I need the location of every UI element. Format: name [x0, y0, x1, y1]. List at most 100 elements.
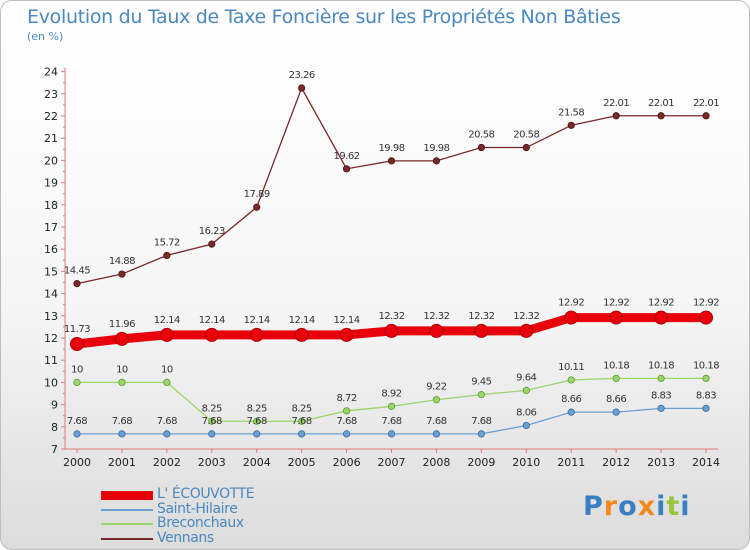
legend-swatch [101, 508, 153, 511]
data-point [70, 336, 84, 351]
data-point [429, 323, 444, 338]
data-label: 12.92 [558, 298, 584, 309]
y-tick-label: 17 [44, 221, 58, 234]
data-label: 7.68 [247, 416, 267, 427]
data-label: 22.01 [693, 98, 719, 109]
data-point [298, 417, 306, 425]
legend-label: Saint-Hilaire [157, 500, 238, 517]
x-tick-label: 2004 [243, 456, 271, 469]
data-point [118, 270, 126, 278]
data-label: 19.62 [334, 151, 360, 162]
data-point [477, 430, 485, 438]
x-tick-label: 2003 [198, 456, 226, 469]
logo-letter: i [656, 491, 667, 522]
data-point [73, 378, 81, 386]
x-tick-label: 2005 [288, 456, 316, 469]
data-label: 7.68 [67, 416, 87, 427]
data-label: 20.58 [468, 130, 494, 141]
y-tick-label: 21 [44, 132, 58, 145]
data-point [702, 404, 710, 412]
logo-letter: P [583, 491, 604, 522]
data-point [342, 430, 351, 438]
data-point [208, 240, 216, 248]
logo-letter: o [618, 491, 638, 522]
data-point [73, 280, 81, 288]
series-l-ecouvotte [70, 310, 714, 351]
data-label: 7.68 [157, 416, 177, 427]
data-point [522, 143, 530, 152]
data-point [612, 408, 620, 416]
data-point [657, 374, 665, 383]
data-point [384, 323, 399, 338]
data-label: 10.18 [693, 360, 719, 371]
logo-letter: x [637, 491, 657, 522]
data-label: 22.01 [603, 98, 629, 109]
data-label: 21.58 [558, 107, 584, 118]
data-label: 14.45 [64, 266, 90, 277]
chart-data-labels: 14.45 14.88 15.72 16.23 17.89 23.26 19.62 19.98… [64, 70, 720, 427]
data-label: 9.22 [426, 382, 446, 393]
data-label: 15.72 [154, 237, 180, 248]
data-point [159, 327, 174, 342]
y-tick-label: 18 [44, 199, 58, 212]
logo-letter: r [603, 491, 619, 522]
data-point [249, 327, 264, 342]
data-label: 12.32 [423, 311, 449, 322]
data-point [253, 203, 261, 211]
data-point [567, 121, 575, 129]
data-label: 8.66 [561, 394, 581, 405]
data-point [298, 84, 306, 92]
logo-letter: i [680, 491, 691, 522]
x-tick-label: 2001 [108, 456, 136, 469]
data-point [522, 421, 530, 430]
data-label: 19.98 [423, 143, 449, 154]
series-breconchaux [73, 374, 710, 425]
data-point [612, 374, 620, 383]
data-label: 12.14 [244, 315, 270, 326]
data-point [657, 404, 665, 412]
y-tick-label: 13 [44, 310, 58, 323]
data-label: 17.89 [244, 189, 270, 200]
data-label: 8.83 [651, 390, 671, 401]
data-label: 9.45 [471, 377, 491, 388]
data-point [163, 378, 171, 386]
data-point [342, 407, 351, 415]
data-label: 8.25 [292, 403, 312, 414]
data-label: 16.23 [199, 226, 225, 237]
data-label: 7.68 [292, 416, 312, 427]
labels-vennans: 14.45 14.88 15.72 16.23 17.89 23.26 19.62 19.98… [64, 70, 720, 277]
y-tick-label: 14 [44, 288, 58, 301]
y-tick-label: 16 [44, 243, 58, 256]
y-tick-label: 23 [44, 88, 58, 101]
data-point [432, 430, 441, 438]
data-point [118, 430, 126, 438]
chart-unit-label: (en %) [27, 30, 64, 43]
data-label: 7.68 [381, 416, 401, 427]
data-label: 12.14 [289, 315, 315, 326]
data-point [567, 376, 575, 384]
y-tick-label: 8 [51, 421, 58, 434]
data-point [432, 396, 441, 404]
data-point [657, 112, 665, 120]
series-line [76, 86, 707, 285]
data-label: 7.68 [112, 416, 132, 427]
data-label: 12.14 [154, 315, 180, 326]
y-tick-label: 10 [44, 376, 58, 389]
x-tick-label: 2008 [422, 456, 450, 469]
y-tick-label: 12 [44, 332, 58, 345]
data-point [699, 310, 714, 325]
legend-label: L' ÉCOUVOTTE [157, 486, 255, 502]
legend-swatch [101, 537, 153, 540]
data-point [567, 408, 575, 416]
data-point [612, 112, 620, 120]
data-point [73, 430, 81, 438]
data-point [163, 251, 171, 260]
data-label: 8.06 [516, 407, 536, 418]
data-label: 12.14 [199, 315, 225, 326]
labels-l-ecouvotte: 11.73 11.96 12.14 12.14 12.14 12.14 12.14 12.32… [64, 298, 720, 335]
data-point [387, 157, 396, 165]
data-label: 8.72 [336, 393, 356, 404]
proxiti-logo: Proxiti [583, 491, 691, 522]
